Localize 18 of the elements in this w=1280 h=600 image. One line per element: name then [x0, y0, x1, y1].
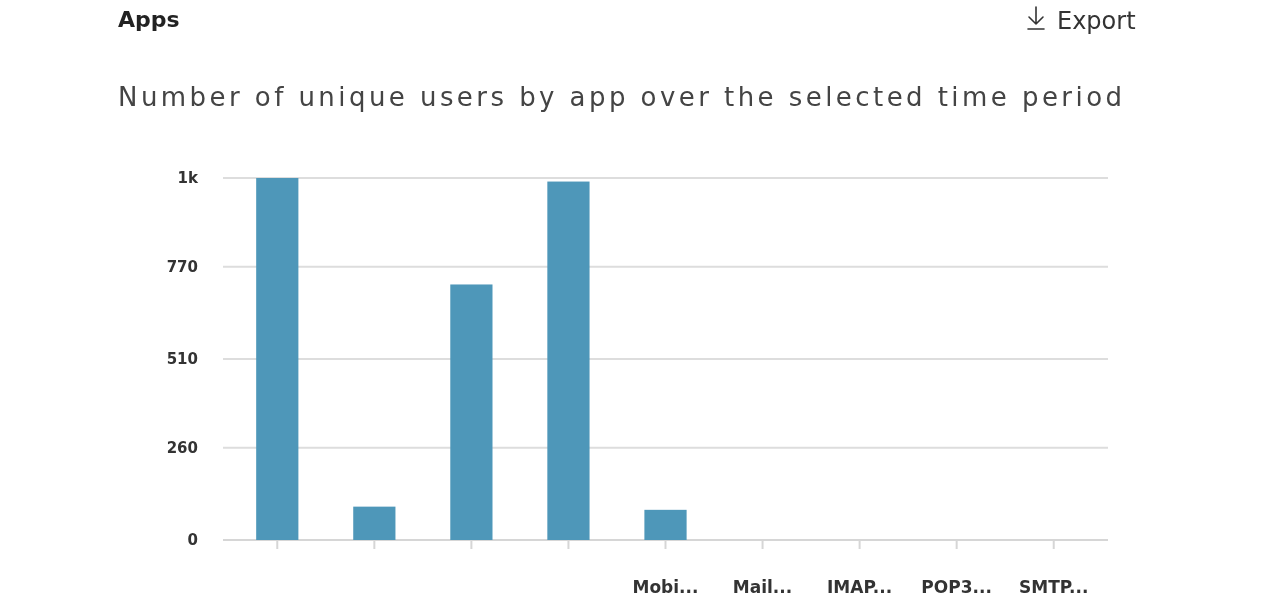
bar — [547, 181, 590, 540]
x-tick-label: SMTP... — [1018, 577, 1089, 597]
y-tick-label: 260 — [166, 438, 198, 457]
bar — [644, 509, 687, 540]
x-tick-label: IMAP... — [827, 577, 893, 597]
bar — [450, 284, 493, 540]
bar — [256, 178, 299, 540]
y-tick-label: 770 — [166, 257, 198, 276]
y-tick-label: 510 — [166, 350, 198, 369]
x-tick-label: POP3... — [921, 577, 992, 597]
chart-title: Apps — [118, 7, 180, 32]
x-tick-label: Mobi... — [632, 577, 699, 597]
text: Export — [1057, 7, 1136, 35]
y-tick-label: 0 — [187, 531, 198, 550]
x-tick-label: Mail... — [732, 577, 793, 597]
y-tick-label: 1k — [177, 169, 200, 188]
bar — [353, 506, 396, 540]
chart-subtitle: Number of unique users by app over the selected time period — [118, 82, 1122, 112]
